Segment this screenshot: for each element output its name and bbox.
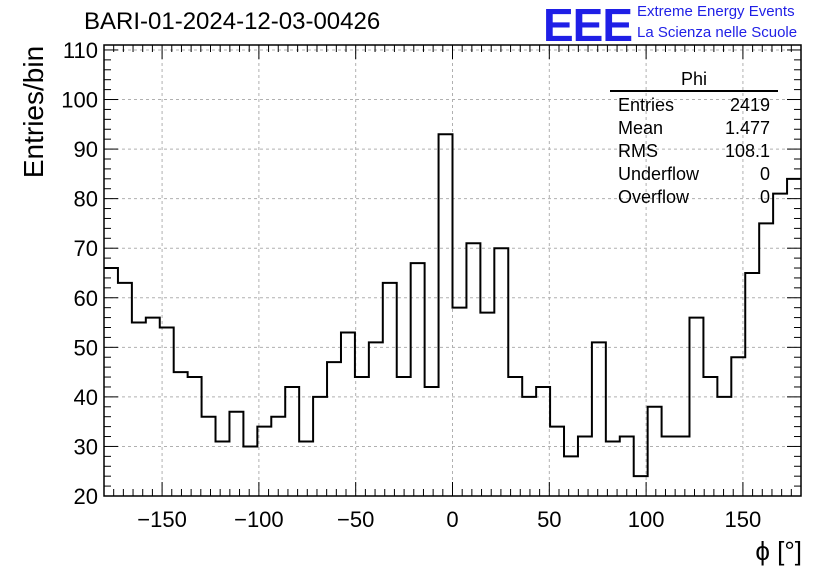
- histogram-bin: [676, 437, 690, 496]
- y-tick-label: 20: [74, 484, 98, 509]
- x-tick-label: 0: [446, 507, 458, 532]
- y-tick-label: 40: [74, 385, 98, 410]
- stats-row-overflow: Overflow 0: [610, 186, 778, 209]
- histogram-bin: [118, 283, 132, 496]
- histogram-bin: [453, 308, 467, 496]
- stats-label: Mean: [618, 118, 664, 138]
- histogram-bin: [536, 387, 550, 496]
- stats-label: RMS: [618, 141, 658, 161]
- stats-box: Phi Entries 2419 Mean 1.477 RMS 108.1 Un…: [610, 69, 778, 209]
- histogram-step-line: [104, 133, 801, 478]
- y-tick-label: 80: [74, 187, 98, 212]
- histogram-bin: [439, 134, 453, 496]
- histogram-bin: [369, 342, 383, 496]
- histogram-bin: [508, 377, 522, 496]
- y-tick-label: 90: [74, 137, 98, 162]
- histogram-bin: [425, 387, 439, 496]
- stats-row-rms: RMS 108.1: [610, 140, 778, 163]
- histogram-bin: [648, 407, 662, 496]
- histogram-bin: [174, 372, 188, 496]
- histogram-bin: [466, 243, 480, 496]
- stats-value: 108.1: [724, 141, 770, 161]
- histogram-bin: [257, 427, 271, 496]
- y-tick-label: 50: [74, 335, 98, 360]
- histogram-bin: [397, 377, 411, 496]
- histogram-bin: [759, 223, 773, 496]
- histogram-bin: [480, 313, 494, 496]
- histogram-bin: [355, 377, 369, 496]
- x-tick-label: 150: [725, 507, 762, 532]
- histogram-bin: [731, 357, 745, 496]
- histogram-bin: [188, 377, 202, 496]
- y-tick-label: 60: [74, 286, 98, 311]
- histogram-bin: [132, 323, 146, 496]
- stats-row-mean: Mean 1.477: [610, 117, 778, 140]
- histogram-bin: [578, 437, 592, 496]
- histogram-bin: [229, 412, 243, 496]
- histogram-bars: [104, 133, 801, 496]
- stats-row-underflow: Underflow 0: [610, 163, 778, 186]
- histogram-bin: [494, 248, 508, 496]
- histogram-bin: [271, 417, 285, 496]
- eee-logo: EEE: [543, 0, 633, 51]
- histogram-bin: [564, 456, 578, 496]
- histogram-bin: [592, 342, 606, 496]
- axes: [103, 44, 802, 497]
- histogram-bin: [327, 362, 341, 496]
- stats-row-entries: Entries 2419: [610, 94, 778, 117]
- histogram-bin: [550, 427, 564, 496]
- stats-value: 0: [759, 187, 770, 207]
- org-name-line2: La Scienza nelle Scuole: [637, 24, 798, 41]
- x-tick-label: 100: [628, 507, 665, 532]
- histogram-bin: [620, 437, 634, 496]
- stats-value: 2419: [729, 95, 770, 115]
- stats-value: 1.477: [724, 118, 770, 138]
- y-tick-label: 70: [74, 236, 98, 261]
- histogram-bin: [299, 441, 313, 496]
- stats-label: Entries: [618, 95, 675, 115]
- histogram-bin: [243, 446, 257, 496]
- y-tick-label: 30: [74, 434, 98, 459]
- histogram-bin: [383, 283, 397, 496]
- histogram-bin: [216, 441, 230, 496]
- histogram-bin: [745, 273, 759, 496]
- x-tick-label: −50: [337, 507, 374, 532]
- histogram-bin: [146, 318, 160, 496]
- x-tick-label: −100: [234, 507, 284, 532]
- org-name-line1: Extreme Energy Events: [637, 3, 795, 20]
- histogram-bin: [703, 377, 717, 496]
- histogram-bin: [634, 476, 648, 496]
- stats-label: Underflow: [618, 164, 700, 184]
- histogram-bin: [606, 441, 620, 496]
- histogram-bin: [202, 417, 216, 496]
- stats-value: 0: [759, 164, 770, 184]
- chart-title: BARI-01-2024-12-03-00426: [84, 8, 381, 35]
- stats-label: Overflow: [618, 187, 690, 207]
- histogram-bin: [341, 332, 355, 496]
- tick-labels: −150 −100 −50 0 50 100 150 20 30 40 50 60 70 80 90 100 1…: [61, 38, 761, 532]
- histogram-bin: [689, 318, 703, 496]
- y-tick-label: 110: [63, 38, 98, 63]
- histogram-bin: [285, 387, 299, 496]
- x-axis-label: ϕ [°]: [755, 536, 802, 566]
- histogram-bin: [662, 437, 676, 496]
- x-tick-label: 50: [537, 507, 561, 532]
- stats-box-title: Phi: [610, 69, 778, 92]
- histogram-bin: [773, 194, 787, 496]
- x-tick-label: −150: [137, 507, 187, 532]
- histogram-bin: [104, 268, 118, 496]
- y-tick-label: 100: [61, 88, 98, 113]
